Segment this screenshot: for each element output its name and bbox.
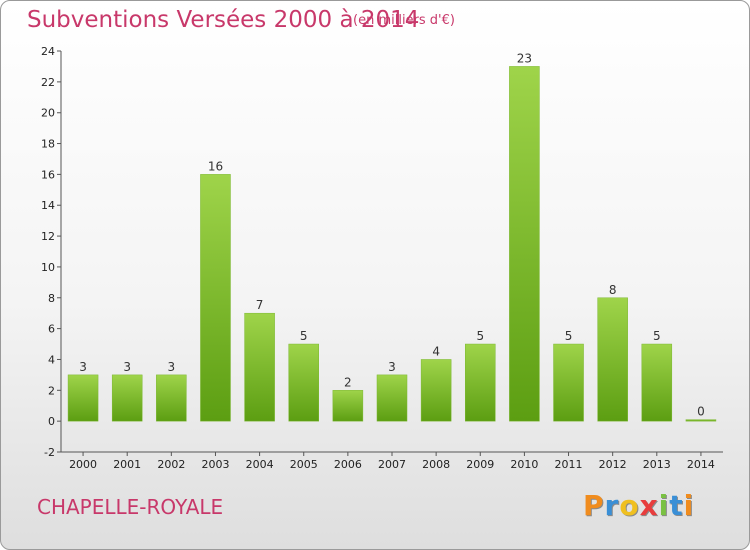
y-tick-label: 20 bbox=[41, 107, 55, 120]
bar-value-label: 16 bbox=[208, 159, 223, 173]
x-tick-label: 2006 bbox=[334, 458, 362, 471]
x-tick-label: 2012 bbox=[599, 458, 627, 471]
proxiti-logo: Proxiti bbox=[583, 489, 694, 522]
bar-value-label: 23 bbox=[517, 51, 532, 65]
x-tick-label: 2003 bbox=[201, 458, 229, 471]
x-tick-label: 2007 bbox=[378, 458, 406, 471]
x-tick-label: 2005 bbox=[290, 458, 318, 471]
logo-letter: t bbox=[669, 489, 684, 522]
bar-2008 bbox=[420, 359, 452, 422]
bar-2003 bbox=[200, 174, 231, 422]
y-tick-label: 0 bbox=[48, 415, 55, 428]
bar-2004 bbox=[244, 312, 275, 422]
bar-value-label: 3 bbox=[79, 360, 87, 374]
bar-value-label: 7 bbox=[256, 298, 264, 312]
bar-value-label: 3 bbox=[123, 360, 131, 374]
logo-letter: x bbox=[639, 489, 659, 522]
y-tick-label: 10 bbox=[41, 261, 55, 274]
y-tick-label: 14 bbox=[41, 199, 55, 212]
bar-value-label: 5 bbox=[300, 329, 308, 343]
x-tick-label: 2009 bbox=[466, 458, 494, 471]
bar-value-label: 3 bbox=[388, 360, 396, 374]
bar-2001 bbox=[111, 374, 143, 422]
bar-2002 bbox=[156, 374, 187, 422]
y-tick-label: 2 bbox=[48, 384, 55, 397]
x-tick-label: 2014 bbox=[687, 458, 715, 471]
commune-name: CHAPELLE-ROYALE bbox=[37, 495, 224, 519]
chart-subtitle: (en milliers d'€) bbox=[353, 13, 455, 28]
bar-value-label: 5 bbox=[653, 329, 661, 343]
bar-value-label: 5 bbox=[476, 329, 484, 343]
bar-value-label: 2 bbox=[344, 375, 352, 389]
x-tick-label: 2000 bbox=[69, 458, 97, 471]
y-tick-label: 6 bbox=[48, 323, 55, 336]
bar-value-label: 4 bbox=[432, 344, 440, 358]
x-tick-label: 2013 bbox=[643, 458, 671, 471]
y-tick-label: -2 bbox=[44, 446, 55, 459]
y-tick-label: 16 bbox=[41, 168, 55, 181]
logo-letter: o bbox=[619, 489, 640, 522]
bar-2000 bbox=[67, 374, 99, 422]
x-tick-label: 2004 bbox=[246, 458, 274, 471]
y-tick-label: 12 bbox=[41, 230, 55, 243]
x-tick-label: 2011 bbox=[555, 458, 583, 471]
x-tick-label: 2002 bbox=[157, 458, 185, 471]
bar-2009 bbox=[465, 343, 496, 422]
x-tick-label: 2001 bbox=[113, 458, 141, 471]
y-tick-label: 8 bbox=[48, 292, 55, 305]
y-tick-label: 24 bbox=[41, 45, 55, 58]
bar-2005 bbox=[288, 343, 319, 422]
x-tick-label: 2010 bbox=[510, 458, 538, 471]
bar-2013 bbox=[641, 343, 673, 422]
bar-2012 bbox=[597, 297, 628, 422]
bar-value-label: 0 bbox=[697, 405, 705, 419]
bar-value-label: 3 bbox=[168, 360, 176, 374]
bar-2007 bbox=[376, 374, 408, 422]
bar-2010 bbox=[509, 66, 540, 422]
bar-value-label: 5 bbox=[565, 329, 573, 343]
y-tick-label: 4 bbox=[48, 353, 55, 366]
bar-2014 bbox=[685, 419, 717, 422]
bar-2011 bbox=[553, 343, 584, 422]
y-tick-label: 18 bbox=[41, 138, 55, 151]
bar-value-label: 8 bbox=[609, 283, 617, 297]
y-tick-label: 22 bbox=[41, 76, 55, 89]
logo-letter: r bbox=[604, 489, 620, 522]
bar-2006 bbox=[332, 390, 364, 422]
logo-letter: i bbox=[683, 489, 695, 522]
logo-letter: i bbox=[658, 489, 670, 522]
x-tick-label: 2008 bbox=[422, 458, 450, 471]
chart-title: Subventions Versées 2000 à 2014 bbox=[27, 7, 420, 33]
logo-letter: P bbox=[583, 489, 605, 522]
